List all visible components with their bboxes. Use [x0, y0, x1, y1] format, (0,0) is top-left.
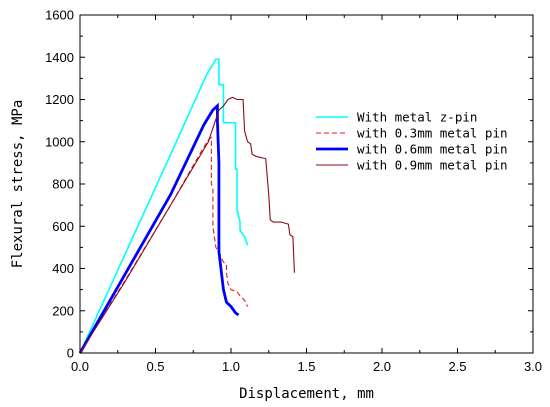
x-tick-label: 0.0: [71, 359, 89, 374]
x-tick-label: 2.0: [373, 359, 391, 374]
y-tick-label: 800: [52, 177, 74, 192]
y-tick-label: 1600: [45, 8, 74, 23]
series-line-2: [79, 136, 249, 354]
legend-label: with 0.6mm metal pin: [357, 142, 508, 157]
series-line-1: [79, 58, 249, 354]
x-tick-label: 1.5: [297, 359, 315, 374]
y-tick-label: 1400: [45, 50, 74, 65]
y-tick-label: 1000: [45, 134, 74, 149]
marks-layer: [78, 58, 295, 354]
x-axis-title: Displacement, mm: [239, 386, 374, 402]
y-tick-label: 0: [67, 346, 74, 361]
series-line-3: [78, 102, 240, 354]
ticks-layer: 0.0 0.5 1.0 1.5 2.0 2.5 3.0 0 200 400 600 800 1000 12…: [45, 8, 542, 375]
y-tick-label: 400: [52, 261, 74, 276]
series-line-4: [79, 96, 295, 354]
y-tick-label: 200: [52, 303, 74, 318]
x-tick-label: 1.0: [222, 359, 240, 374]
x-tick-label: 2.5: [448, 359, 466, 374]
x-tick-label: 3.0: [524, 359, 542, 374]
y-axis-title: Flexural stress, MPa: [10, 100, 26, 269]
legend-label: with 0.9mm metal pin: [357, 158, 508, 173]
legend-label: With metal z-pin: [357, 110, 477, 125]
y-tick-label: 600: [52, 219, 74, 234]
legend-label: with 0.3mm metal pin: [357, 126, 508, 141]
x-tick-label: 0.5: [146, 359, 164, 374]
y-tick-label: 1200: [45, 92, 74, 107]
plot-frame: [79, 14, 534, 354]
